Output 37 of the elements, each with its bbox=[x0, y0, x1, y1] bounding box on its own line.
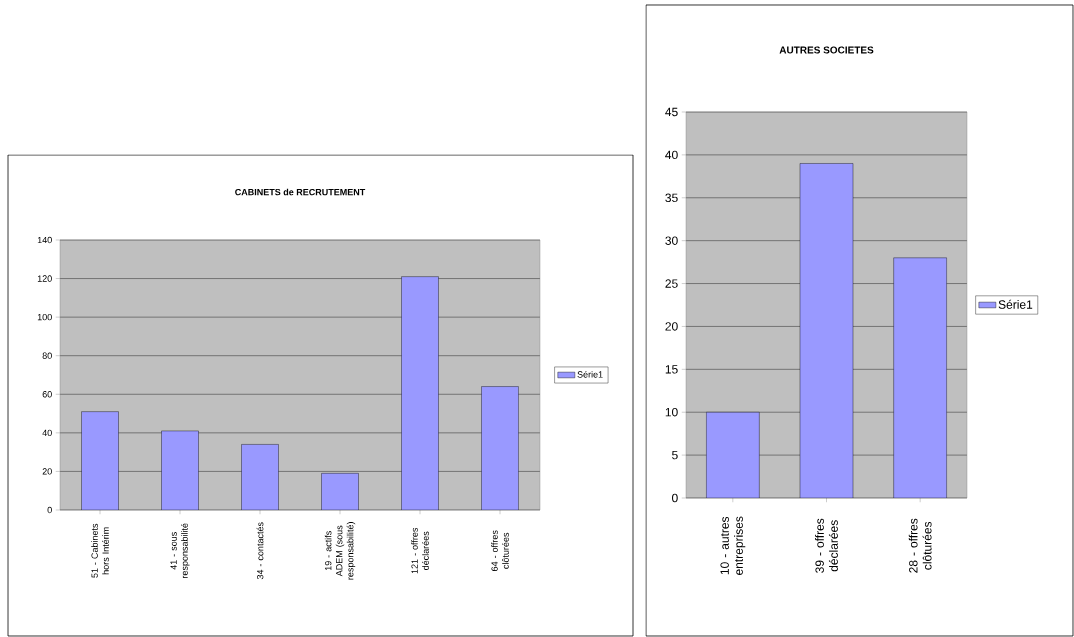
y-tick-label: 5 bbox=[672, 450, 678, 460]
y-tick-label: 60 bbox=[42, 391, 52, 398]
x-tick-label: 34 - contactés bbox=[256, 522, 264, 580]
y-tick-label: 15 bbox=[665, 365, 678, 374]
y-tick-label: 20 bbox=[42, 468, 52, 475]
x-tick-label: 121 - offres déclarées bbox=[411, 527, 429, 574]
y-tick-label: 30 bbox=[665, 236, 678, 245]
x-tick-label: 64 - offres clôturées bbox=[491, 530, 509, 572]
x-tick-label: 10 - autres entreprises bbox=[720, 516, 746, 575]
legend-label: Série1 bbox=[577, 370, 603, 378]
y-tick-label: 25 bbox=[665, 279, 678, 288]
bar bbox=[481, 386, 519, 510]
bar bbox=[81, 411, 119, 510]
chart-title: CABINETS de RECRUTEMENT bbox=[235, 188, 366, 196]
x-tick-label: 19 - actifs ADEM (sous responsabilité) bbox=[324, 522, 356, 580]
bar bbox=[321, 473, 359, 510]
chart-title: AUTRES SOCIETES bbox=[779, 46, 874, 54]
y-tick-label: 100 bbox=[37, 313, 52, 321]
bar bbox=[401, 276, 439, 510]
bar bbox=[241, 444, 279, 510]
y-tick-label: 45 bbox=[665, 107, 678, 117]
y-tick-label: 80 bbox=[42, 352, 52, 359]
y-tick-label: 140 bbox=[37, 236, 52, 244]
y-tick-label: 20 bbox=[665, 322, 678, 331]
y-tick-label: 120 bbox=[37, 275, 52, 282]
y-tick-label: 35 bbox=[665, 193, 678, 203]
y-tick-label: 0 bbox=[672, 493, 678, 503]
x-tick-label: 41 - sous responsabilité bbox=[170, 523, 190, 578]
bar bbox=[161, 430, 199, 510]
y-tick-label: 0 bbox=[47, 506, 52, 514]
x-tick-label: 28 - offres clôturées bbox=[908, 518, 932, 573]
legend-label: Série1 bbox=[998, 299, 1033, 309]
y-tick-label: 40 bbox=[42, 429, 52, 437]
x-tick-label: 51 - Cabinets hors Intérim bbox=[91, 523, 109, 578]
y-tick-label: 40 bbox=[665, 150, 678, 160]
y-tick-label: 10 bbox=[665, 407, 678, 417]
x-tick-label: 39 - offres déclarées bbox=[815, 518, 838, 573]
